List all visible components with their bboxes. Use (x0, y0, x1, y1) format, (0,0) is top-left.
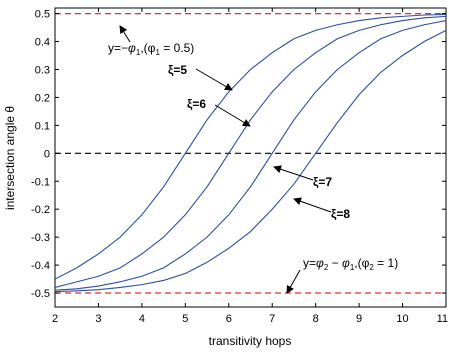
curve-label-xi8-text: ξ=8 (331, 207, 350, 221)
x-tick-label: 4 (139, 313, 145, 325)
x-tick-label: 8 (313, 313, 319, 325)
curve-label-xi7-text: ξ=7 (313, 175, 332, 189)
y-tick-label: 0.2 (35, 92, 50, 104)
x-tick-label: 2 (52, 313, 58, 325)
curve-label-xi6-arrow (214, 104, 251, 127)
y-tick-label: 0.4 (35, 37, 50, 49)
annotation-top-arrow (119, 25, 131, 43)
x-ticks: 2 3 4 5 6 7 8 9 10 11 (52, 8, 448, 325)
series-line-2 (55, 15, 446, 288)
curve-label-xi6: ξ=6 (187, 97, 251, 127)
curve-label-xi6-text: ξ=6 (187, 97, 206, 111)
x-tick-label: 5 (182, 313, 188, 325)
x-axis-title: transitivity hops (209, 334, 292, 348)
y-tick-label: 0 (44, 148, 50, 160)
curve-label-xi7-arrow (273, 165, 314, 181)
annotation-bottom-asymptote: y=φ2 − φ1,(φ2 = 1) (286, 256, 398, 294)
curve-label-xi8: ξ=8 (293, 197, 350, 221)
series-line-3 (55, 20, 446, 291)
series-line-4 (55, 29, 446, 293)
y-tick-label: -0.3 (31, 232, 50, 244)
y-tick-label: -0.5 (31, 288, 50, 300)
series-line-1 (55, 13, 446, 280)
y-axis-title: intersection angle θ (3, 106, 17, 210)
annotation-bottom-text: y=φ2 − φ1,(φ2 = 1) (303, 256, 398, 272)
annotation-top-asymptote: y=−φ1,(φ1 = 0.5) (108, 25, 194, 57)
plot-frame (54, 7, 447, 308)
y-ticks: 0.5 0.4 0.3 0.2 0.1 0 -0.1 -0.2 -0.3 -0.4 -0.5 (31, 9, 446, 300)
x-tick-label: 10 (396, 313, 408, 325)
y-tick-label: -0.1 (31, 176, 50, 188)
curve-label-xi5-arrow (195, 68, 233, 91)
x-tick-label: 6 (226, 313, 232, 325)
y-tick-label: -0.2 (31, 204, 50, 216)
x-tick-label: 7 (269, 313, 275, 325)
x-tick-label: 9 (356, 313, 362, 325)
curve-label-xi5-text: ξ=5 (168, 63, 187, 77)
y-tick-label: -0.4 (31, 260, 50, 272)
annotation-bottom-arrow (286, 269, 301, 294)
y-tick-label: 0.5 (35, 9, 50, 21)
x-tick-label: 11 (437, 313, 448, 325)
annotation-top-text: y=−φ1,(φ1 = 0.5) (108, 41, 194, 57)
x-tick-label: 3 (95, 313, 101, 325)
curve-label-xi8-arrow (293, 197, 332, 213)
y-tick-label: 0.1 (35, 120, 50, 132)
curve-label-xi5: ξ=5 (168, 63, 233, 91)
reference-lines (55, 12, 446, 294)
curve-label-xi7: ξ=7 (273, 165, 332, 189)
y-tick-label: 0.3 (35, 64, 50, 76)
